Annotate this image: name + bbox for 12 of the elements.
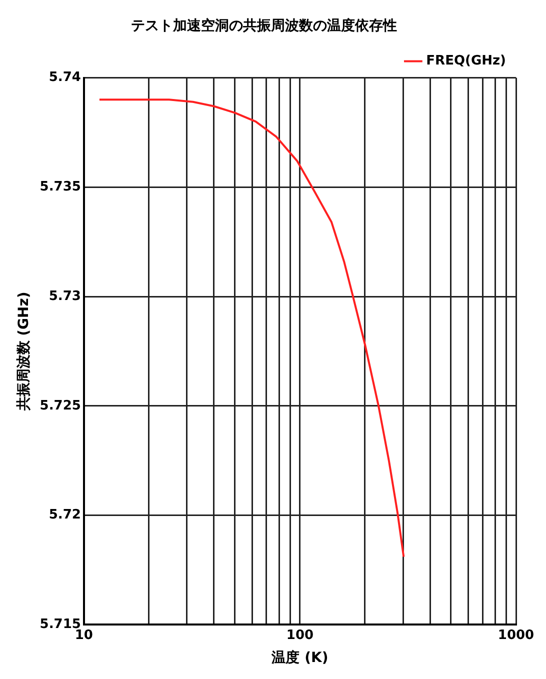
x-tick-label: 100: [286, 628, 314, 643]
y-tick-label: 5.74: [48, 70, 81, 86]
chart-title: テスト加速空洞の共振周波数の温度依存性: [131, 17, 397, 34]
y-tick-label: 5.735: [40, 180, 81, 195]
y-tick-label: 5.72: [48, 508, 81, 523]
y-tick-label: 5.725: [40, 398, 81, 414]
x-axis-title: 温度 (K): [270, 649, 328, 666]
x-tick-label: 1000: [498, 628, 534, 643]
x-tick-label: 10: [74, 628, 93, 643]
y-axis-title: 共振周波数 (GHz): [16, 292, 32, 412]
legend-label: FREQ(GHz): [426, 54, 506, 69]
y-tick-label: 5.73: [48, 288, 81, 304]
